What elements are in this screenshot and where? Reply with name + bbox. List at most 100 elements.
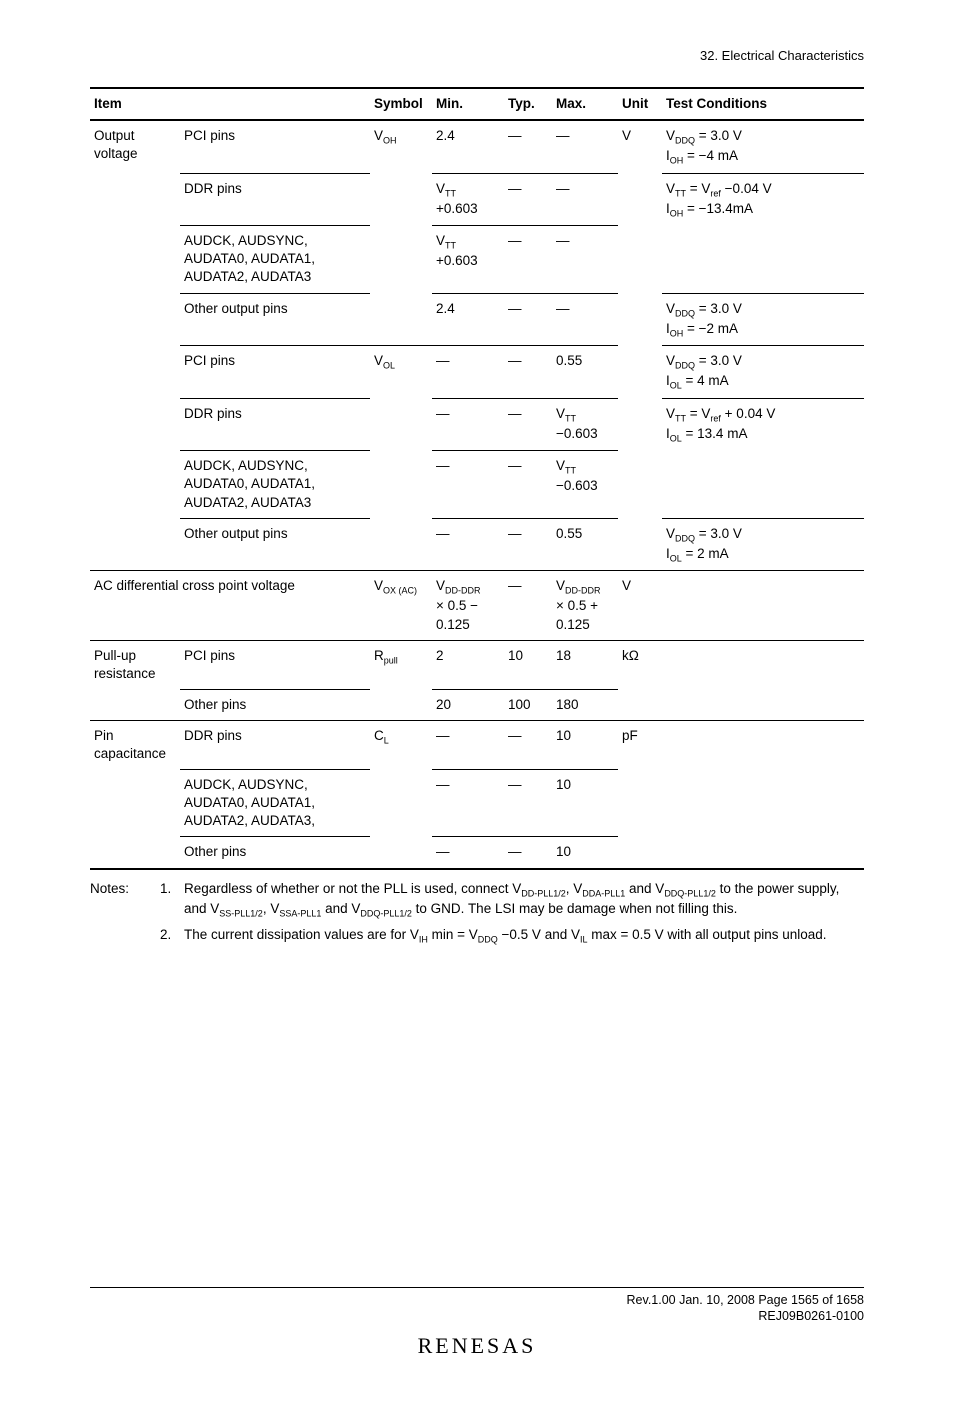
cell-typ: — — [504, 293, 552, 346]
notes-body: Regardless of whether or not the PLL is … — [184, 880, 864, 921]
cell-desc: DDR pins — [180, 399, 370, 451]
cell-min: — — [432, 518, 504, 571]
cell-cond: VDDQ = 3.0 VIOH = −4 mA — [662, 120, 864, 173]
cell-max: VTT−0.603 — [552, 399, 618, 451]
cell-cond: VTT = Vref + 0.04 VIOL = 13.4 mA — [662, 399, 864, 451]
cell-typ: — — [504, 518, 552, 571]
cell-max: — — [552, 173, 618, 225]
renesas-logo: RENESAS — [418, 1333, 537, 1358]
cell-sym — [370, 689, 432, 720]
cell-min: 2 — [432, 640, 504, 689]
cell-typ: — — [504, 571, 552, 640]
cell-typ: — — [504, 346, 552, 399]
cell-unit: pF — [618, 720, 662, 769]
cell-typ: — — [504, 720, 552, 769]
cell-max: VTT−0.603 — [552, 451, 618, 519]
col-header: Unit — [618, 88, 662, 120]
cell-cond — [662, 226, 864, 294]
notes: Notes:1.Regardless of whether or not the… — [90, 880, 864, 947]
cell-sym — [370, 226, 432, 294]
cell-min: VTT+0.603 — [432, 173, 504, 225]
cell-sym — [370, 451, 432, 519]
cell-min: — — [432, 451, 504, 519]
cell-unit: kΩ — [618, 640, 662, 689]
cell-desc: DDR pins — [180, 173, 370, 225]
cell-max: 0.55 — [552, 346, 618, 399]
cell-typ: 10 — [504, 640, 552, 689]
col-header: Symbol — [370, 88, 432, 120]
col-header: Test Conditions — [662, 88, 864, 120]
cell-cond — [662, 720, 864, 769]
header-context: 32. Electrical Characteristics — [90, 48, 864, 63]
cell-item: Pull-up resistance — [90, 640, 180, 689]
cell-unit — [618, 689, 662, 720]
cell-unit — [618, 399, 662, 451]
cell-typ: — — [504, 120, 552, 173]
cell-item — [90, 346, 180, 399]
cell-max: — — [552, 293, 618, 346]
cell-unit: V — [618, 571, 662, 640]
cell-cond: VDDQ = 3.0 VIOL = 2 mA — [662, 518, 864, 571]
cell-sym — [370, 173, 432, 225]
cell-min: 20 — [432, 689, 504, 720]
cell-cond: VTT = Vref −0.04 VIOH = −13.4mA — [662, 173, 864, 225]
cell-unit — [618, 769, 662, 837]
cell-cond — [662, 640, 864, 689]
cell-sym — [370, 293, 432, 346]
cell-desc: Other pins — [180, 837, 370, 869]
cell-cond — [662, 689, 864, 720]
cell-cond: VDDQ = 3.0 VIOH = −2 mA — [662, 293, 864, 346]
cell-desc: DDR pins — [180, 720, 370, 769]
cell-min: — — [432, 399, 504, 451]
cell-min: VDD-DDR× 0.5 −0.125 — [432, 571, 504, 640]
cell-min: — — [432, 346, 504, 399]
cell-sym: Rpull — [370, 640, 432, 689]
cell-cond — [662, 837, 864, 869]
cell-desc: Other output pins — [180, 518, 370, 571]
cell-item — [90, 518, 180, 571]
cell-max: 180 — [552, 689, 618, 720]
col-header: Typ. — [504, 88, 552, 120]
cell-sym: VOX (AC) — [370, 571, 432, 640]
cell-unit — [618, 837, 662, 869]
col-header: Max. — [552, 88, 618, 120]
notes-label — [90, 926, 160, 946]
notes-body: The current dissipation values are for V… — [184, 926, 864, 946]
cell-item: Pin capacitance — [90, 720, 180, 769]
cell-item — [90, 173, 180, 225]
cell-min: — — [432, 837, 504, 869]
footer-line2: REJ09B0261-0100 — [90, 1308, 864, 1325]
cell-max: — — [552, 120, 618, 173]
cell-cond — [662, 769, 864, 837]
cell-unit — [618, 173, 662, 225]
cell-min: — — [432, 769, 504, 837]
cell-max: 10 — [552, 720, 618, 769]
cell-unit: V — [618, 120, 662, 173]
cell-max: VDD-DDR× 0.5 +0.125 — [552, 571, 618, 640]
cell-desc: AUDCK, AUDSYNC, AUDATA0, AUDATA1, AUDATA… — [180, 769, 370, 837]
cell-typ: — — [504, 769, 552, 837]
cell-item — [90, 769, 180, 837]
cell-max: 10 — [552, 769, 618, 837]
cell-sym — [370, 518, 432, 571]
footer-line1: Rev.1.00 Jan. 10, 2008 Page 1565 of 1658 — [90, 1292, 864, 1309]
notes-label: Notes: — [90, 880, 160, 921]
cell-typ: 100 — [504, 689, 552, 720]
col-header: Item — [90, 88, 180, 120]
cell-typ: — — [504, 226, 552, 294]
cell-min: VTT+0.603 — [432, 226, 504, 294]
cell-sym — [370, 769, 432, 837]
cell-sym: CL — [370, 720, 432, 769]
cell-max: 10 — [552, 837, 618, 869]
cell-item: Output voltage — [90, 120, 180, 173]
cell-sym — [370, 399, 432, 451]
cell-unit — [618, 226, 662, 294]
cell-max: 0.55 — [552, 518, 618, 571]
cell-max: — — [552, 226, 618, 294]
cell-item — [90, 226, 180, 294]
cell-cond — [662, 451, 864, 519]
cell-cond: VDDQ = 3.0 VIOL = 4 mA — [662, 346, 864, 399]
cell-cond — [662, 571, 864, 640]
cell-typ: — — [504, 837, 552, 869]
cell-desc: AUDCK, AUDSYNC, AUDATA0, AUDATA1, AUDATA… — [180, 451, 370, 519]
